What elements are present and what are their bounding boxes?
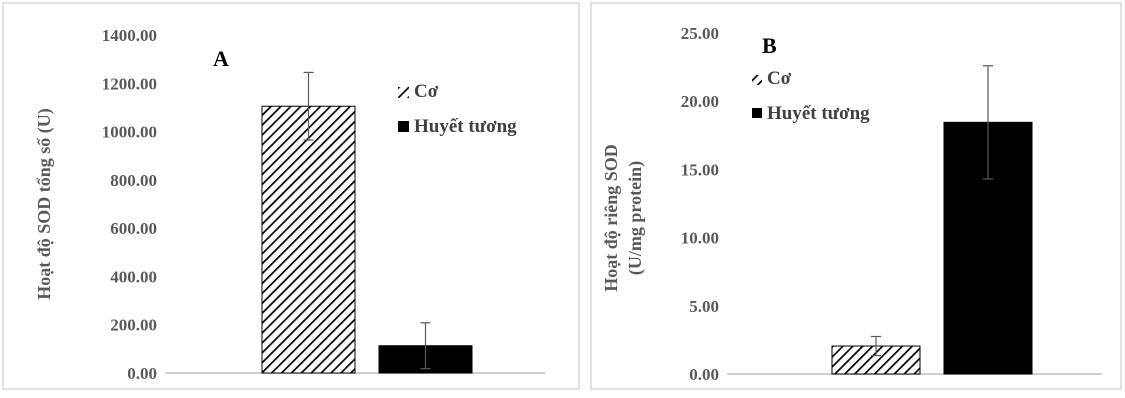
bar-co bbox=[261, 105, 356, 374]
y-tick-label: 20.00 bbox=[681, 92, 719, 111]
bar-huyet-tuong bbox=[943, 121, 1033, 375]
legend-swatch-huyet-tuong bbox=[752, 108, 762, 118]
y-tick-label: 5.00 bbox=[689, 297, 719, 316]
legend-label-huyet-tuong: Huyết tương bbox=[414, 116, 517, 137]
y-axis-title: Hoạt độ SOD tổng số (U) bbox=[34, 108, 55, 300]
y-tick-label: 1000.00 bbox=[102, 123, 157, 142]
panel-b-frame bbox=[590, 2, 1122, 390]
legend-swatch-huyet-tuong bbox=[398, 121, 409, 132]
legend-label-co: Cơ bbox=[767, 68, 792, 89]
y-tick-label: 1400.00 bbox=[102, 26, 157, 45]
panel-label: B bbox=[762, 33, 777, 58]
y-tick-label: 600.00 bbox=[110, 219, 157, 238]
panel-a-frame bbox=[2, 2, 580, 390]
y-axis-title-line2: (U/mg protein) bbox=[625, 161, 646, 275]
panel-label: A bbox=[213, 46, 229, 71]
legend-swatch-co bbox=[752, 75, 762, 85]
y-tick-label: 400.00 bbox=[110, 267, 157, 286]
y-tick-label: 15.00 bbox=[681, 160, 719, 179]
legend-swatch-co bbox=[398, 87, 409, 98]
chart-panel-b: 0.00 5.00 10.00 15.00 20.00 25.00 Hoạt độ riên… bbox=[601, 24, 1102, 384]
chart-panel-a: 0.00 200.00 400.00 600.00 800.00 1000.00 1200.… bbox=[34, 26, 545, 383]
y-tick-label: 800.00 bbox=[110, 171, 157, 190]
legend-label-co: Cơ bbox=[414, 81, 439, 102]
y-tick-label: 25.00 bbox=[681, 24, 719, 43]
y-tick-label: 10.00 bbox=[681, 229, 719, 248]
y-tick-label: 0.00 bbox=[689, 365, 719, 384]
y-tick-label: 0.00 bbox=[127, 364, 157, 383]
y-tick-label: 1200.00 bbox=[102, 74, 157, 93]
y-axis-title: Hoạt độ riêng SOD bbox=[601, 144, 621, 292]
y-tick-label: 200.00 bbox=[110, 316, 157, 335]
legend-label-huyet-tuong: Huyết tương bbox=[767, 103, 870, 124]
